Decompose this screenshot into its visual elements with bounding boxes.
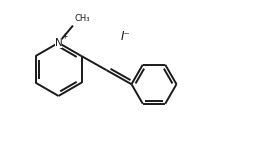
Text: N: N: [55, 38, 62, 48]
Text: CH₃: CH₃: [74, 14, 90, 23]
Text: +: +: [61, 32, 67, 41]
Text: I⁻: I⁻: [121, 30, 131, 43]
